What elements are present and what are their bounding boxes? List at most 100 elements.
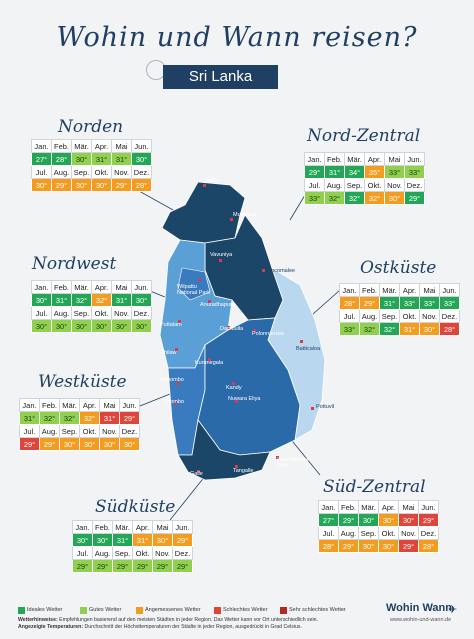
temperature-cell: 28° (439, 322, 460, 336)
month-cell: Dez. (404, 178, 425, 192)
temperature-cell: 30° (131, 152, 152, 166)
city-label: Chilaw (160, 350, 177, 356)
temperature-cell: 30° (31, 178, 52, 192)
legend-swatch (280, 607, 287, 614)
month-cell: Feb. (92, 520, 113, 534)
month-cell: Dez. (131, 165, 152, 179)
temperature-cell: 30° (358, 539, 379, 553)
month-cell: Nov. (419, 309, 440, 323)
weather-table-norden: Jan. Feb. Mär. Apr. Mai Jun. 27° 28° 30° 31° 31° 30… (31, 139, 152, 192)
month-cell: Nov. (384, 178, 405, 192)
city-label: Mullaitivu (233, 212, 256, 218)
month-cell: Mai (111, 280, 132, 294)
temperature-cell: 29° (72, 559, 93, 573)
month-cell: Dez. (131, 306, 152, 320)
region-title-suedkueste: Südküste (95, 497, 176, 517)
region-title-suedzentral: Süd-Zentral (323, 477, 426, 497)
weather-table-ostkueste: Jan. Feb. Mär. Apr. Mai Jun. 28° 29° 31° 33° 33° 33… (339, 283, 460, 336)
region-title-nordwest: Nordwest (32, 254, 117, 274)
temperature-cell: 30° (51, 319, 72, 333)
temperature-cell: 30° (131, 293, 152, 307)
month-cell: Aug. (359, 309, 380, 323)
month-cell: Aug. (338, 526, 359, 540)
temperature-cell: 30° (79, 437, 100, 451)
month-cell: Mai (152, 520, 173, 534)
temperature-cell: 28° (51, 152, 72, 166)
temperature-cell: 29° (119, 411, 140, 425)
city-label: Colombo (162, 399, 185, 405)
city-label: Nuwara Eliya (228, 396, 261, 402)
city-label: Vavuniya (210, 252, 233, 258)
temperature-cell: 28° (418, 539, 439, 553)
legend-label: Sehr schlechtes Wetter (289, 607, 346, 613)
temperature-cell: 29° (398, 539, 419, 553)
temperature-cell: 31° (112, 533, 133, 547)
month-cell: Aug. (51, 165, 72, 179)
month-cell: Nov. (398, 526, 419, 540)
temperature-cell: 30° (378, 539, 399, 553)
temperature-cell: 30° (152, 533, 173, 547)
month-cell: Jun. (119, 398, 140, 412)
month-cell: Jul. (339, 309, 360, 323)
park-wilpattu (177, 267, 211, 301)
city-label: Anuradhapura (200, 302, 235, 308)
temperature-cell: 29° (172, 533, 193, 547)
temperature-cell: 31° (111, 152, 132, 166)
page-title: Wohin und Wann reisen? (56, 22, 418, 53)
country-banner: Sri Lanka (163, 65, 278, 89)
weather-table: Jan. Feb. Mär. Apr. Mai Jun. 31° 32° 32° 32° 31° 29… (19, 398, 140, 451)
month-cell: Dez. (418, 526, 439, 540)
legend-label: Ideales Wetter (27, 607, 63, 613)
city-label: Kurunegala (195, 360, 224, 366)
month-cell: Jul. (304, 178, 325, 192)
region-title-westkueste: Westküste (38, 372, 127, 392)
temperature-cell: 30° (99, 437, 120, 451)
temperature-cell: 31° (399, 322, 420, 336)
month-cell: Jul. (19, 424, 40, 438)
temperature-cell: 29° (19, 437, 40, 451)
month-cell: Nov. (111, 165, 132, 179)
month-cell: Jun. (439, 283, 460, 297)
month-cell: Apr. (399, 283, 420, 297)
month-cell: Mär. (379, 283, 400, 297)
weather-note: Wetterhinweise: Empfehlungen basierend a… (18, 617, 318, 623)
month-cell: Feb. (51, 139, 72, 153)
month-cell: Jul. (318, 526, 339, 540)
city-label: Jaffna (205, 178, 220, 184)
month-cell: Feb. (338, 500, 359, 514)
month-cell: Mär. (358, 500, 379, 514)
temperature-cell: 28° (339, 296, 360, 310)
temperature-cell: 31° (324, 165, 345, 179)
month-cell: Aug. (324, 178, 345, 192)
temperature-cell: 29° (111, 178, 132, 192)
region-title-nordzentral: Nord-Zentral (307, 126, 421, 146)
brand-url: www.wohin-und-wann.de (390, 617, 452, 623)
month-cell: Feb. (359, 283, 380, 297)
city-label: Yala National Park (277, 457, 310, 469)
temperature-cell: 30° (398, 513, 419, 527)
temperature-cell: 30° (119, 437, 140, 451)
city-label: Trincomalee (265, 268, 296, 274)
month-cell: Jan. (318, 500, 339, 514)
weather-table-nordzentral: Jan. Feb. Mär. Apr. Mai Jun. 29° 31° 34° 35° 33° 33… (304, 152, 425, 205)
temperature-cell: 29° (338, 513, 359, 527)
weather-table: Jan. Feb. Mär. Apr. Mai Jun. 30° 30° 31° 31° 30° 29… (72, 520, 193, 573)
month-cell: Mai (111, 139, 132, 153)
legend-label: Schlechtes Wetter (223, 607, 268, 613)
month-cell: Sep. (344, 178, 365, 192)
temperature-cell: 29° (404, 191, 425, 205)
city-label: Puttalam (160, 322, 182, 328)
temperature-cell: 27° (318, 513, 339, 527)
month-cell: Mai (99, 398, 120, 412)
month-cell: Jan. (19, 398, 40, 412)
month-cell: Jan. (72, 520, 93, 534)
temperature-cell: 30° (111, 319, 132, 333)
month-cell: Apr. (91, 139, 112, 153)
temperature-cell: 28° (318, 539, 339, 553)
plane-icon: ✈ (448, 604, 458, 616)
temperature-cell: 32° (91, 293, 112, 307)
month-cell: Apr. (91, 280, 112, 294)
temperature-cell: 32° (344, 191, 365, 205)
temperature-cell: 30° (71, 178, 92, 192)
